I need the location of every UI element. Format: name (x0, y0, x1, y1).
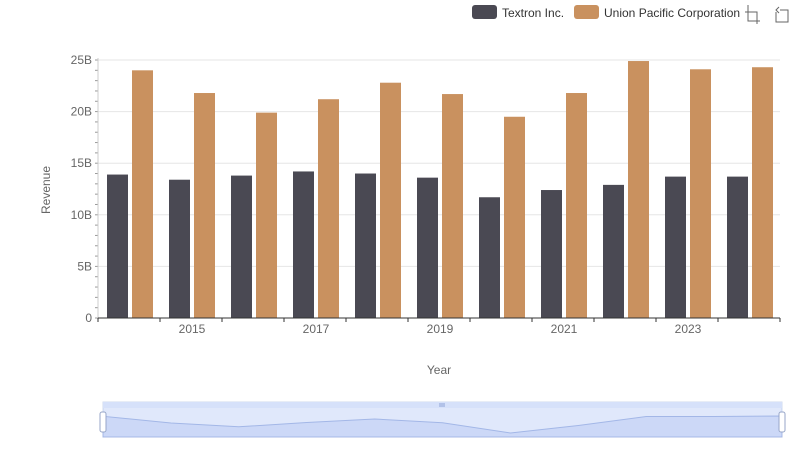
bar-union-pacific-2017[interactable] (318, 99, 339, 318)
y-tick-label: 20B (71, 105, 92, 119)
bar-textron-2017[interactable] (293, 171, 314, 318)
bar-union-pacific-2021[interactable] (566, 93, 587, 318)
x-tick-label: 2019 (427, 322, 454, 336)
y-tick-label: 0 (85, 311, 92, 325)
bar-textron-2021[interactable] (541, 190, 562, 318)
zoom-reset-icon[interactable] (775, 6, 789, 23)
legend-label-union-pacific: Union Pacific Corporation (604, 6, 740, 20)
bar-textron-2018[interactable] (355, 173, 376, 318)
data-zoom-slider[interactable] (99, 401, 786, 438)
y-tick-label: 15B (71, 156, 92, 170)
bar-union-pacific-2015[interactable] (194, 93, 215, 318)
legend: Textron Inc. Union Pacific Corporation (472, 5, 740, 20)
bar-union-pacific-2018[interactable] (380, 82, 401, 318)
zoom-select-icon[interactable] (745, 5, 760, 24)
legend-swatch-union-pacific (574, 5, 599, 19)
legend-label-textron: Textron Inc. (502, 6, 564, 20)
bar-textron-2024[interactable] (727, 176, 748, 318)
x-tick-label: 2015 (179, 322, 206, 336)
bar-textron-2023[interactable] (665, 176, 686, 318)
legend-item-union-pacific[interactable]: Union Pacific Corporation (574, 5, 740, 20)
y-axis-title: Revenue (39, 166, 53, 214)
x-tick-label: 2021 (551, 322, 578, 336)
y-tick-label: 25B (71, 53, 92, 67)
bar-union-pacific-2020[interactable] (504, 116, 525, 318)
bar-union-pacific-2024[interactable] (752, 67, 773, 318)
bar-textron-2019[interactable] (417, 177, 438, 318)
bar-union-pacific-2014[interactable] (132, 70, 153, 318)
bar-union-pacific-2019[interactable] (442, 94, 463, 318)
bar-union-pacific-2022[interactable] (628, 61, 649, 318)
data-zoom-preview-area (102, 415, 783, 438)
x-tick-label: 2023 (675, 322, 702, 336)
x-tick-label: 2017 (303, 322, 330, 336)
y-tick-label: 5B (77, 259, 92, 273)
legend-item-textron[interactable]: Textron Inc. (472, 5, 564, 20)
bar-textron-2016[interactable] (231, 175, 252, 318)
bar-textron-2014[interactable] (107, 174, 128, 318)
data-zoom-handle-left[interactable] (99, 411, 107, 433)
y-axis: 0 5B 10B 15B 20B 25B (71, 53, 99, 325)
bar-textron-2015[interactable] (169, 179, 190, 318)
drag-handle-icon[interactable] (439, 403, 445, 407)
bar-union-pacific-2016[interactable] (256, 112, 277, 319)
bar-union-pacific-2023[interactable] (690, 69, 711, 319)
y-tick-label: 10B (71, 208, 92, 222)
x-axis: 2015 2017 2019 2021 2023 (97, 318, 781, 336)
x-axis-title: Year (427, 363, 451, 377)
bar-textron-2020[interactable] (479, 197, 500, 318)
data-zoom-handle-right[interactable] (778, 411, 786, 433)
legend-swatch-textron (472, 5, 497, 19)
bar-textron-2022[interactable] (603, 184, 624, 318)
bars (107, 61, 773, 319)
